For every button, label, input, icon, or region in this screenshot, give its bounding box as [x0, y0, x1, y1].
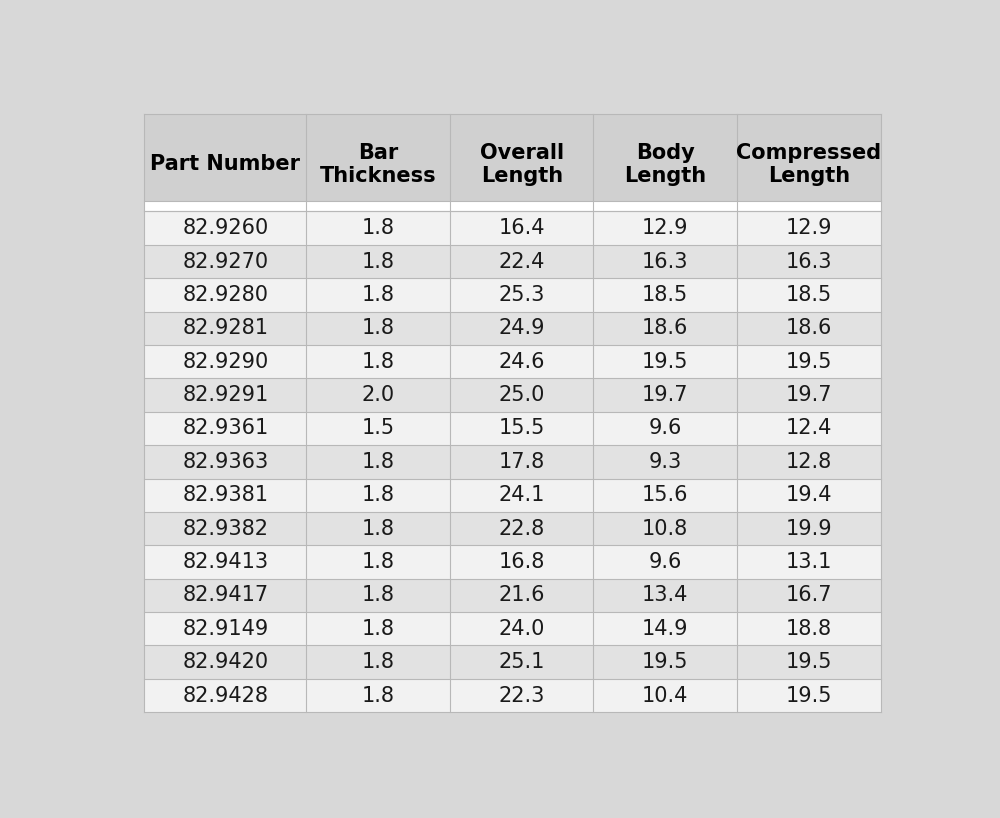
- Text: 82.9417: 82.9417: [182, 586, 268, 605]
- Text: 19.5: 19.5: [642, 652, 689, 672]
- Text: 25.3: 25.3: [499, 285, 545, 305]
- Bar: [144, 546, 881, 578]
- Bar: [144, 114, 881, 200]
- Text: 21.6: 21.6: [498, 586, 545, 605]
- Bar: [144, 379, 881, 411]
- Text: 12.9: 12.9: [642, 218, 689, 238]
- Text: 25.0: 25.0: [499, 385, 545, 405]
- Text: 15.5: 15.5: [499, 419, 545, 438]
- Bar: [144, 245, 881, 278]
- Text: 19.7: 19.7: [786, 385, 832, 405]
- Text: 10.4: 10.4: [642, 685, 688, 706]
- Bar: [144, 211, 881, 245]
- Text: 12.9: 12.9: [786, 218, 832, 238]
- Text: 18.5: 18.5: [642, 285, 688, 305]
- Text: 82.9291: 82.9291: [182, 385, 268, 405]
- Text: 16.4: 16.4: [498, 218, 545, 238]
- Text: 18.5: 18.5: [786, 285, 832, 305]
- Text: 25.1: 25.1: [499, 652, 545, 672]
- Text: 24.9: 24.9: [498, 318, 545, 339]
- Text: 82.9149: 82.9149: [182, 618, 268, 639]
- Text: 82.9270: 82.9270: [182, 251, 268, 272]
- Text: 9.6: 9.6: [649, 419, 682, 438]
- Text: 18.6: 18.6: [786, 318, 832, 339]
- Text: 19.5: 19.5: [642, 352, 689, 371]
- Text: 1.8: 1.8: [362, 652, 395, 672]
- Text: 1.8: 1.8: [362, 685, 395, 706]
- Text: Body
Length: Body Length: [624, 142, 706, 186]
- Text: 1.8: 1.8: [362, 285, 395, 305]
- Text: 1.8: 1.8: [362, 485, 395, 506]
- Text: 9.3: 9.3: [649, 452, 682, 472]
- Text: 18.6: 18.6: [642, 318, 688, 339]
- Text: 1.8: 1.8: [362, 352, 395, 371]
- Text: Overall
Length: Overall Length: [480, 142, 564, 186]
- Text: 16.7: 16.7: [786, 586, 832, 605]
- Text: Part Number: Part Number: [150, 155, 300, 174]
- Text: 19.5: 19.5: [786, 352, 832, 371]
- Text: 1.8: 1.8: [362, 586, 395, 605]
- Bar: [144, 578, 881, 612]
- Text: 19.5: 19.5: [786, 652, 832, 672]
- Bar: [144, 512, 881, 546]
- Bar: [144, 479, 881, 512]
- Text: 1.8: 1.8: [362, 452, 395, 472]
- Text: Bar
Thickness: Bar Thickness: [320, 142, 436, 186]
- Text: 22.3: 22.3: [499, 685, 545, 706]
- Text: 82.9281: 82.9281: [182, 318, 268, 339]
- Bar: [144, 612, 881, 645]
- Text: 16.8: 16.8: [499, 552, 545, 572]
- Text: Compressed
Length: Compressed Length: [736, 142, 881, 186]
- Bar: [144, 278, 881, 312]
- Text: 15.6: 15.6: [642, 485, 689, 506]
- Text: 13.4: 13.4: [642, 586, 688, 605]
- Text: 1.8: 1.8: [362, 218, 395, 238]
- Bar: [144, 312, 881, 345]
- Text: 10.8: 10.8: [642, 519, 688, 538]
- Text: 1.8: 1.8: [362, 318, 395, 339]
- Text: 82.9363: 82.9363: [182, 452, 268, 472]
- Bar: [144, 411, 881, 445]
- Bar: [144, 445, 881, 479]
- Text: 19.9: 19.9: [786, 519, 832, 538]
- Text: 1.8: 1.8: [362, 618, 395, 639]
- Text: 82.9290: 82.9290: [182, 352, 268, 371]
- Bar: [144, 200, 881, 211]
- Text: 82.9420: 82.9420: [182, 652, 268, 672]
- Bar: [144, 645, 881, 679]
- Text: 2.0: 2.0: [362, 385, 395, 405]
- Text: 24.0: 24.0: [499, 618, 545, 639]
- Text: 18.8: 18.8: [786, 618, 832, 639]
- Text: 82.9381: 82.9381: [182, 485, 268, 506]
- Text: 82.9428: 82.9428: [182, 685, 268, 706]
- Bar: [144, 345, 881, 379]
- Text: 13.1: 13.1: [786, 552, 832, 572]
- Text: 17.8: 17.8: [499, 452, 545, 472]
- Text: 19.4: 19.4: [786, 485, 832, 506]
- Bar: [144, 679, 881, 712]
- Text: 24.6: 24.6: [498, 352, 545, 371]
- Text: 24.1: 24.1: [499, 485, 545, 506]
- Text: 14.9: 14.9: [642, 618, 689, 639]
- Text: 19.7: 19.7: [642, 385, 689, 405]
- Text: 82.9280: 82.9280: [182, 285, 268, 305]
- Text: 22.4: 22.4: [499, 251, 545, 272]
- Text: 19.5: 19.5: [786, 685, 832, 706]
- Text: 16.3: 16.3: [642, 251, 689, 272]
- Text: 12.8: 12.8: [786, 452, 832, 472]
- Text: 1.8: 1.8: [362, 552, 395, 572]
- Text: 82.9413: 82.9413: [182, 552, 268, 572]
- Text: 82.9361: 82.9361: [182, 419, 268, 438]
- Text: 1.8: 1.8: [362, 519, 395, 538]
- Text: 1.5: 1.5: [362, 419, 395, 438]
- Text: 12.4: 12.4: [786, 419, 832, 438]
- Text: 82.9382: 82.9382: [182, 519, 268, 538]
- Text: 1.8: 1.8: [362, 251, 395, 272]
- Text: 22.8: 22.8: [499, 519, 545, 538]
- Text: 82.9260: 82.9260: [182, 218, 268, 238]
- Text: 9.6: 9.6: [649, 552, 682, 572]
- Text: 16.3: 16.3: [786, 251, 832, 272]
